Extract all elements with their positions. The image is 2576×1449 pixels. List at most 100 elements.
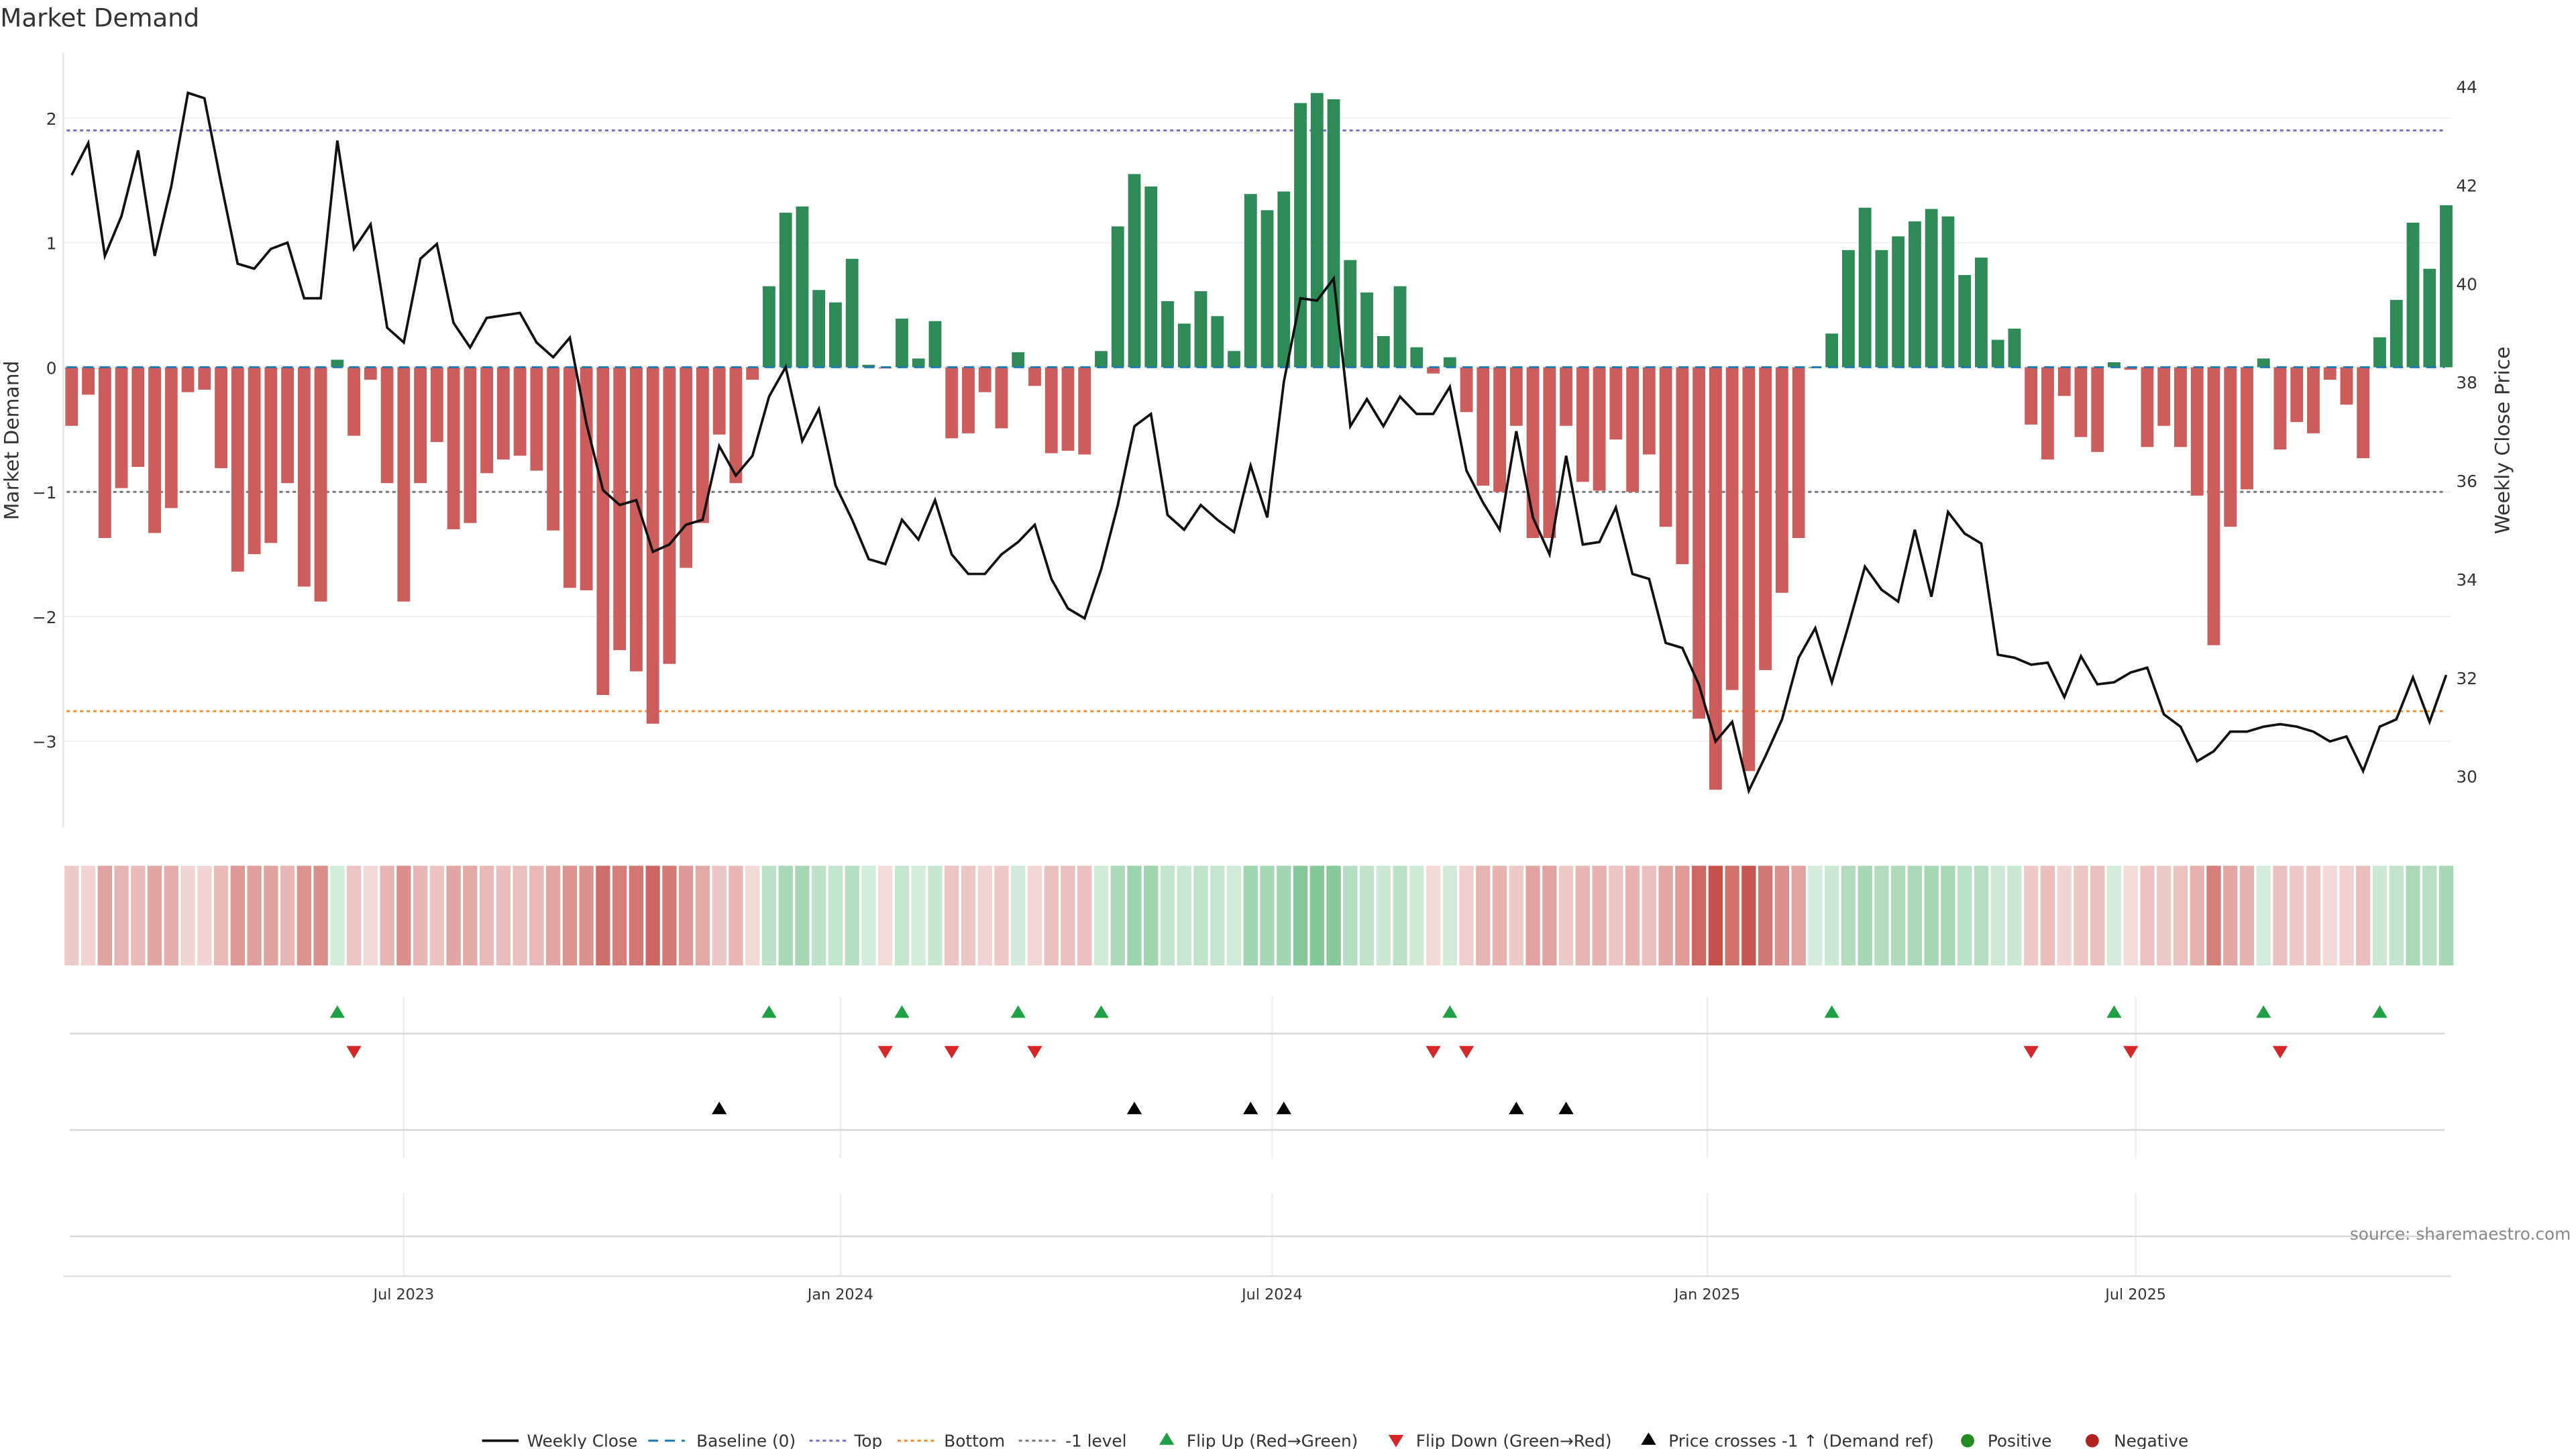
legend-label: Weekly Close [527, 1431, 638, 1449]
demand-bar [1410, 347, 1424, 368]
x-tick-label: Jul 2024 [1240, 1286, 1303, 1303]
demand-bar [1095, 351, 1108, 368]
heatmap-cell [2106, 865, 2122, 966]
heatmap-cell [1592, 865, 1607, 966]
heatmap-cell [1808, 865, 1823, 966]
flip-down-marker [2023, 1046, 2039, 1059]
heatmap-cell [1990, 865, 2005, 966]
right-tick-label: 44 [2456, 78, 2477, 97]
demand-bar [1725, 367, 1739, 690]
demand-bar [1228, 351, 1240, 368]
demand-bar [2373, 337, 2386, 368]
demand-bar [430, 367, 443, 442]
heatmap-cell [695, 865, 710, 966]
demand-bar [962, 367, 975, 433]
demand-bar [1377, 335, 1390, 368]
heatmap-cell [1359, 865, 1375, 966]
heatmap-cell [1027, 865, 1042, 966]
demand-bar [1908, 221, 1921, 368]
heatmap-cell [1226, 865, 1242, 966]
heatmap-cell [1957, 865, 1972, 966]
demand-bar [1875, 250, 1888, 368]
heatmap-cell [413, 865, 428, 966]
demand-bar [480, 367, 494, 474]
heatmap-cell [2074, 865, 2088, 966]
right-axis-title: Weekly Close Price [2491, 347, 2515, 535]
demand-bar [746, 367, 759, 380]
demand-bar [65, 367, 78, 426]
demand-bar [215, 367, 227, 468]
demand-bar [1543, 367, 1556, 538]
heatmap-cell [745, 865, 760, 966]
heatmap-cell [1542, 865, 1557, 966]
flip-up-marker [894, 1005, 910, 1018]
demand-bar [945, 367, 959, 439]
demand-bar [2074, 367, 2088, 437]
heatmap-cell [1874, 865, 1889, 966]
heatmap-cell [1193, 865, 1208, 966]
demand-bar [1991, 339, 2004, 368]
demand-bar [1759, 367, 1772, 670]
demand-bar [347, 367, 361, 436]
heatmap-cell [596, 865, 610, 966]
demand-bar [364, 367, 377, 380]
heatmap-cell [645, 865, 660, 966]
heatmap-cell [2322, 865, 2337, 966]
demand-bar [812, 290, 826, 368]
heatmap-cell [264, 865, 278, 966]
heatmap-cell [1575, 865, 1590, 966]
price-cross-marker [1243, 1102, 1258, 1114]
demand-bar [1659, 367, 1672, 527]
demand-bar [2207, 367, 2220, 645]
heatmap-cell [529, 865, 544, 966]
heatmap-cell [180, 865, 195, 966]
demand-bar [2141, 367, 2154, 447]
demand-bar [1294, 103, 1307, 368]
heatmap-cell [812, 865, 826, 966]
demand-bar [2340, 367, 2353, 405]
legend-label: Bottom [944, 1431, 1005, 1449]
demand-bar [1144, 186, 1158, 368]
heatmap-cell [1642, 865, 1657, 966]
demand-bar [82, 367, 95, 395]
flip-up-marker [2372, 1005, 2387, 1018]
legend-label: Baseline (0) [696, 1431, 796, 1449]
heatmap-cell [1824, 865, 1839, 966]
price-cross-marker [1276, 1102, 1291, 1114]
flip-down-marker [1426, 1046, 1441, 1059]
demand-bar [1111, 226, 1124, 368]
flip-down-marker [346, 1046, 362, 1059]
heatmap-cell [2356, 865, 2371, 966]
heatmap-cell [1309, 865, 1324, 966]
demand-bar [862, 364, 875, 368]
heatmap-cell [1708, 865, 1723, 966]
demand-bar [1443, 357, 1456, 368]
demand-bar [1825, 333, 1839, 368]
flip-down-marker [1027, 1046, 1042, 1059]
flip-down-marker [944, 1046, 959, 1059]
demand-bar [297, 367, 311, 587]
heatmap-cell [346, 865, 362, 966]
demand-bar [779, 213, 792, 368]
demand-bar [1841, 250, 1855, 368]
heatmap-cell [2290, 865, 2304, 966]
demand-bar [131, 367, 145, 468]
heatmap-cell [994, 865, 1009, 966]
heatmap-cell [2372, 865, 2387, 966]
x-axis-ticks: Jul 2023 Jan 2024 Jul 2024 Jan 2025 Jul 2025 [372, 1286, 2166, 1303]
heatmap-cell [2057, 865, 2072, 966]
heatmap-cell [2306, 865, 2321, 966]
demand-bar [380, 367, 394, 484]
source-label: source: sharemaestro.com [2350, 1224, 2571, 1244]
heatmap-cell [1741, 865, 1756, 966]
left-tick-label: −2 [32, 608, 57, 627]
heatmap-cell [1525, 865, 1540, 966]
demand-bar [1958, 274, 1972, 368]
demand-bar [1493, 367, 1506, 492]
demand-bar [2406, 222, 2420, 368]
demand-bar [1427, 367, 1440, 374]
demand-bar [1693, 367, 1706, 719]
heatmap-cell [2422, 865, 2437, 966]
heatmap-cell [131, 865, 146, 966]
heatmap-cell [1476, 865, 1491, 966]
